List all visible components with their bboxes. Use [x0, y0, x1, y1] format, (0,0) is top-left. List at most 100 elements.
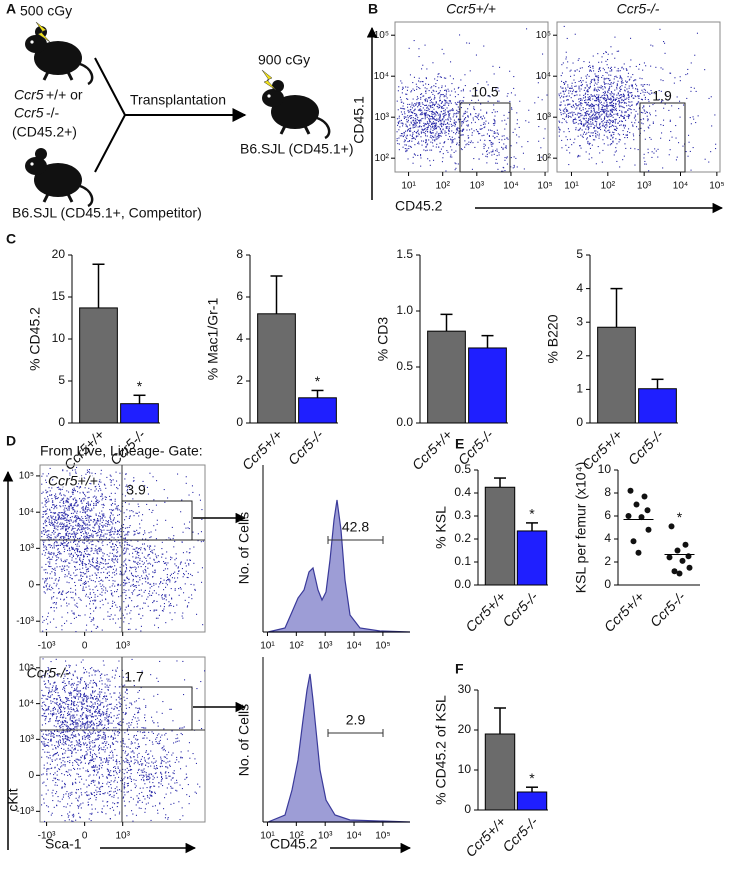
event-dot [637, 114, 638, 115]
event-dot [120, 571, 121, 572]
event-dot [590, 100, 591, 101]
event-dot [634, 148, 635, 149]
event-dot [573, 63, 574, 64]
plot-title: Ccr5-/- [617, 1, 660, 17]
event-dot [694, 88, 695, 89]
event-dot [479, 159, 480, 160]
event-dot [648, 101, 649, 102]
event-dot [111, 751, 112, 752]
event-dot [435, 135, 436, 136]
event-dot [105, 687, 106, 688]
event-dot [452, 137, 453, 138]
event-dot [610, 99, 611, 100]
event-dot [108, 723, 109, 724]
event-dot [69, 550, 70, 551]
event-dot [410, 115, 411, 116]
panel-label: C [6, 231, 16, 247]
event-dot [124, 580, 125, 581]
event-dot [579, 95, 580, 96]
event-dot [686, 98, 687, 99]
event-dot [85, 531, 86, 532]
event-dot [86, 606, 87, 607]
event-dot [583, 134, 584, 135]
event-dot [153, 559, 154, 560]
event-dot [412, 138, 413, 139]
event-dot [514, 166, 515, 167]
event-dot [108, 530, 109, 531]
event-dot [45, 593, 46, 594]
event-dot [594, 139, 595, 140]
event-dot [675, 125, 676, 126]
event-dot [402, 89, 403, 90]
event-dot [683, 105, 684, 106]
event-dot [103, 530, 104, 531]
event-dot [123, 561, 124, 562]
event-dot [695, 122, 696, 123]
event-dot [83, 688, 84, 689]
event-dot [585, 129, 586, 130]
event-dot [156, 618, 157, 619]
event-dot [125, 584, 126, 585]
event-dot [438, 74, 439, 75]
event-dot [152, 593, 153, 594]
event-dot [75, 631, 76, 632]
event-dot [579, 108, 580, 109]
event-dot [41, 567, 42, 568]
event-dot [419, 134, 420, 135]
event-dot [439, 107, 440, 108]
event-dot [624, 99, 625, 100]
event-dot [677, 157, 678, 158]
event-dot [634, 122, 635, 123]
event-dot [124, 512, 125, 513]
event-dot [418, 110, 419, 111]
event-dot [99, 547, 100, 548]
event-dot [63, 744, 64, 745]
event-dot [507, 96, 508, 97]
event-dot [664, 43, 665, 44]
event-dot [105, 588, 106, 589]
event-dot [85, 567, 86, 568]
event-dot [45, 546, 46, 547]
event-dot [98, 569, 99, 570]
event-dot [128, 590, 129, 591]
event-dot [572, 115, 573, 116]
event-dot [164, 595, 165, 596]
event-dot [567, 87, 568, 88]
event-dot [431, 86, 432, 87]
event-dot [52, 532, 53, 533]
event-dot [73, 531, 74, 532]
event-dot [398, 109, 399, 110]
event-dot [620, 139, 621, 140]
event-dot [78, 693, 79, 694]
event-dot [49, 509, 50, 510]
event-dot [610, 113, 611, 114]
event-dot [422, 114, 423, 115]
event-dot [430, 118, 431, 119]
event-dot [139, 577, 140, 578]
event-dot [70, 504, 71, 505]
event-dot [75, 552, 76, 553]
event-dot [135, 551, 136, 552]
event-dot [51, 597, 52, 598]
event-dot [604, 78, 605, 79]
event-dot [408, 158, 409, 159]
event-dot [142, 578, 143, 579]
event-dot [604, 130, 605, 131]
event-dot [466, 125, 467, 126]
event-dot [438, 115, 439, 116]
event-dot [623, 100, 624, 101]
event-dot [101, 525, 102, 526]
event-dot [86, 536, 87, 537]
event-dot [432, 122, 433, 123]
event-dot [448, 119, 449, 120]
event-dot [101, 549, 102, 550]
event-dot [144, 562, 145, 563]
event-dot [615, 106, 616, 107]
event-dot [507, 118, 508, 119]
event-dot [600, 88, 601, 89]
event-dot [87, 554, 88, 555]
event-dot [443, 94, 444, 95]
event-dot [94, 753, 95, 754]
gate [460, 103, 510, 172]
event-dot [154, 610, 155, 611]
